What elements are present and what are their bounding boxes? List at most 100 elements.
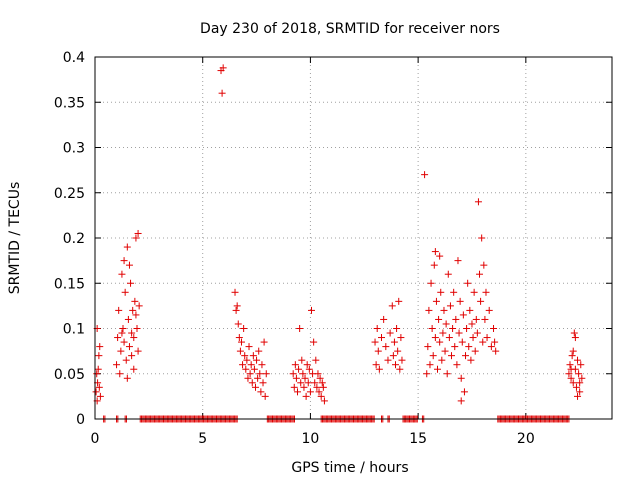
data-point — [454, 257, 462, 265]
data-point — [298, 356, 306, 364]
y-tick-label: 0.3 — [63, 141, 85, 157]
data-point — [259, 379, 267, 387]
data-point — [375, 365, 383, 373]
data-point — [121, 288, 129, 296]
data-point — [378, 334, 386, 342]
data-point — [396, 365, 404, 373]
data-point — [457, 397, 465, 405]
data-point — [315, 388, 323, 396]
data-point — [466, 306, 474, 314]
data-point — [569, 347, 577, 355]
data-point — [292, 374, 300, 382]
data-point — [122, 356, 130, 364]
y-tick-label: 0 — [76, 412, 85, 428]
data-point — [218, 89, 226, 97]
data-point — [436, 252, 444, 260]
data-point — [431, 248, 439, 256]
data-point — [257, 388, 265, 396]
data-point — [114, 334, 122, 342]
data-point — [96, 392, 104, 400]
data-point — [371, 338, 379, 346]
data-point — [464, 279, 472, 287]
data-point — [450, 288, 458, 296]
data-point — [123, 243, 131, 251]
data-point — [449, 325, 457, 332]
data-point — [444, 270, 452, 278]
data-point — [219, 64, 227, 72]
data-point — [392, 361, 400, 369]
data-point — [237, 338, 245, 346]
data-point — [577, 361, 585, 369]
data-point — [458, 338, 466, 346]
data-point — [245, 343, 253, 351]
data-point — [129, 306, 137, 314]
data-point — [233, 302, 241, 310]
plot-frame — [94, 56, 613, 420]
data-point — [119, 325, 127, 332]
data-point — [299, 370, 307, 378]
x-tick-label: 10 — [302, 431, 320, 447]
data-point — [430, 261, 438, 269]
data-point — [576, 388, 584, 396]
data-point — [231, 288, 239, 296]
data-point — [424, 343, 432, 351]
data-point — [448, 352, 456, 360]
x-tick-label: 0 — [91, 431, 100, 447]
data-point — [394, 347, 402, 355]
data-point — [117, 347, 125, 355]
data-point — [460, 388, 468, 396]
data-point — [471, 347, 479, 355]
data-point — [382, 343, 390, 351]
data-point — [115, 306, 123, 314]
data-point — [235, 334, 243, 342]
data-point — [575, 370, 583, 378]
data-point — [568, 352, 576, 360]
data-point — [303, 361, 311, 369]
data-point — [389, 352, 397, 360]
data-point — [483, 334, 491, 342]
data-point — [94, 365, 102, 373]
data-point — [572, 383, 580, 391]
data-point — [248, 379, 256, 387]
data-point — [134, 229, 142, 237]
data-point — [318, 379, 326, 387]
data-point — [311, 379, 319, 387]
data-point — [135, 302, 143, 310]
data-point — [425, 306, 433, 314]
data-point — [386, 329, 394, 337]
data-point — [441, 347, 449, 355]
data-point — [492, 347, 500, 355]
data-point — [243, 356, 251, 364]
data-point — [291, 361, 299, 369]
data-point — [578, 374, 586, 382]
data-point — [487, 343, 495, 351]
data-point — [314, 370, 322, 378]
data-point — [482, 288, 490, 296]
data-point — [574, 392, 582, 400]
data-point — [467, 356, 475, 364]
data-point — [310, 338, 318, 346]
data-point — [428, 325, 436, 332]
data-point — [476, 270, 484, 278]
data-point — [250, 365, 258, 373]
data-point — [440, 306, 448, 314]
data-point — [320, 397, 328, 405]
data-point — [452, 315, 460, 323]
data-point — [92, 388, 100, 396]
data-point — [566, 361, 574, 369]
data-point — [319, 383, 327, 391]
data-point — [453, 361, 461, 369]
y-tick-label: 0.2 — [63, 231, 85, 247]
data-point — [289, 370, 297, 378]
data-point — [297, 379, 305, 387]
data-point — [567, 374, 575, 382]
data-point — [123, 374, 131, 382]
data-point — [254, 374, 262, 382]
data-point — [290, 383, 298, 391]
chart-title: Day 230 of 2018, SRMTID for receiver nor… — [200, 21, 500, 37]
data-point — [302, 392, 310, 400]
data-point — [239, 361, 247, 369]
data-point — [96, 343, 104, 351]
data-point — [255, 347, 263, 355]
data-point — [434, 365, 442, 373]
